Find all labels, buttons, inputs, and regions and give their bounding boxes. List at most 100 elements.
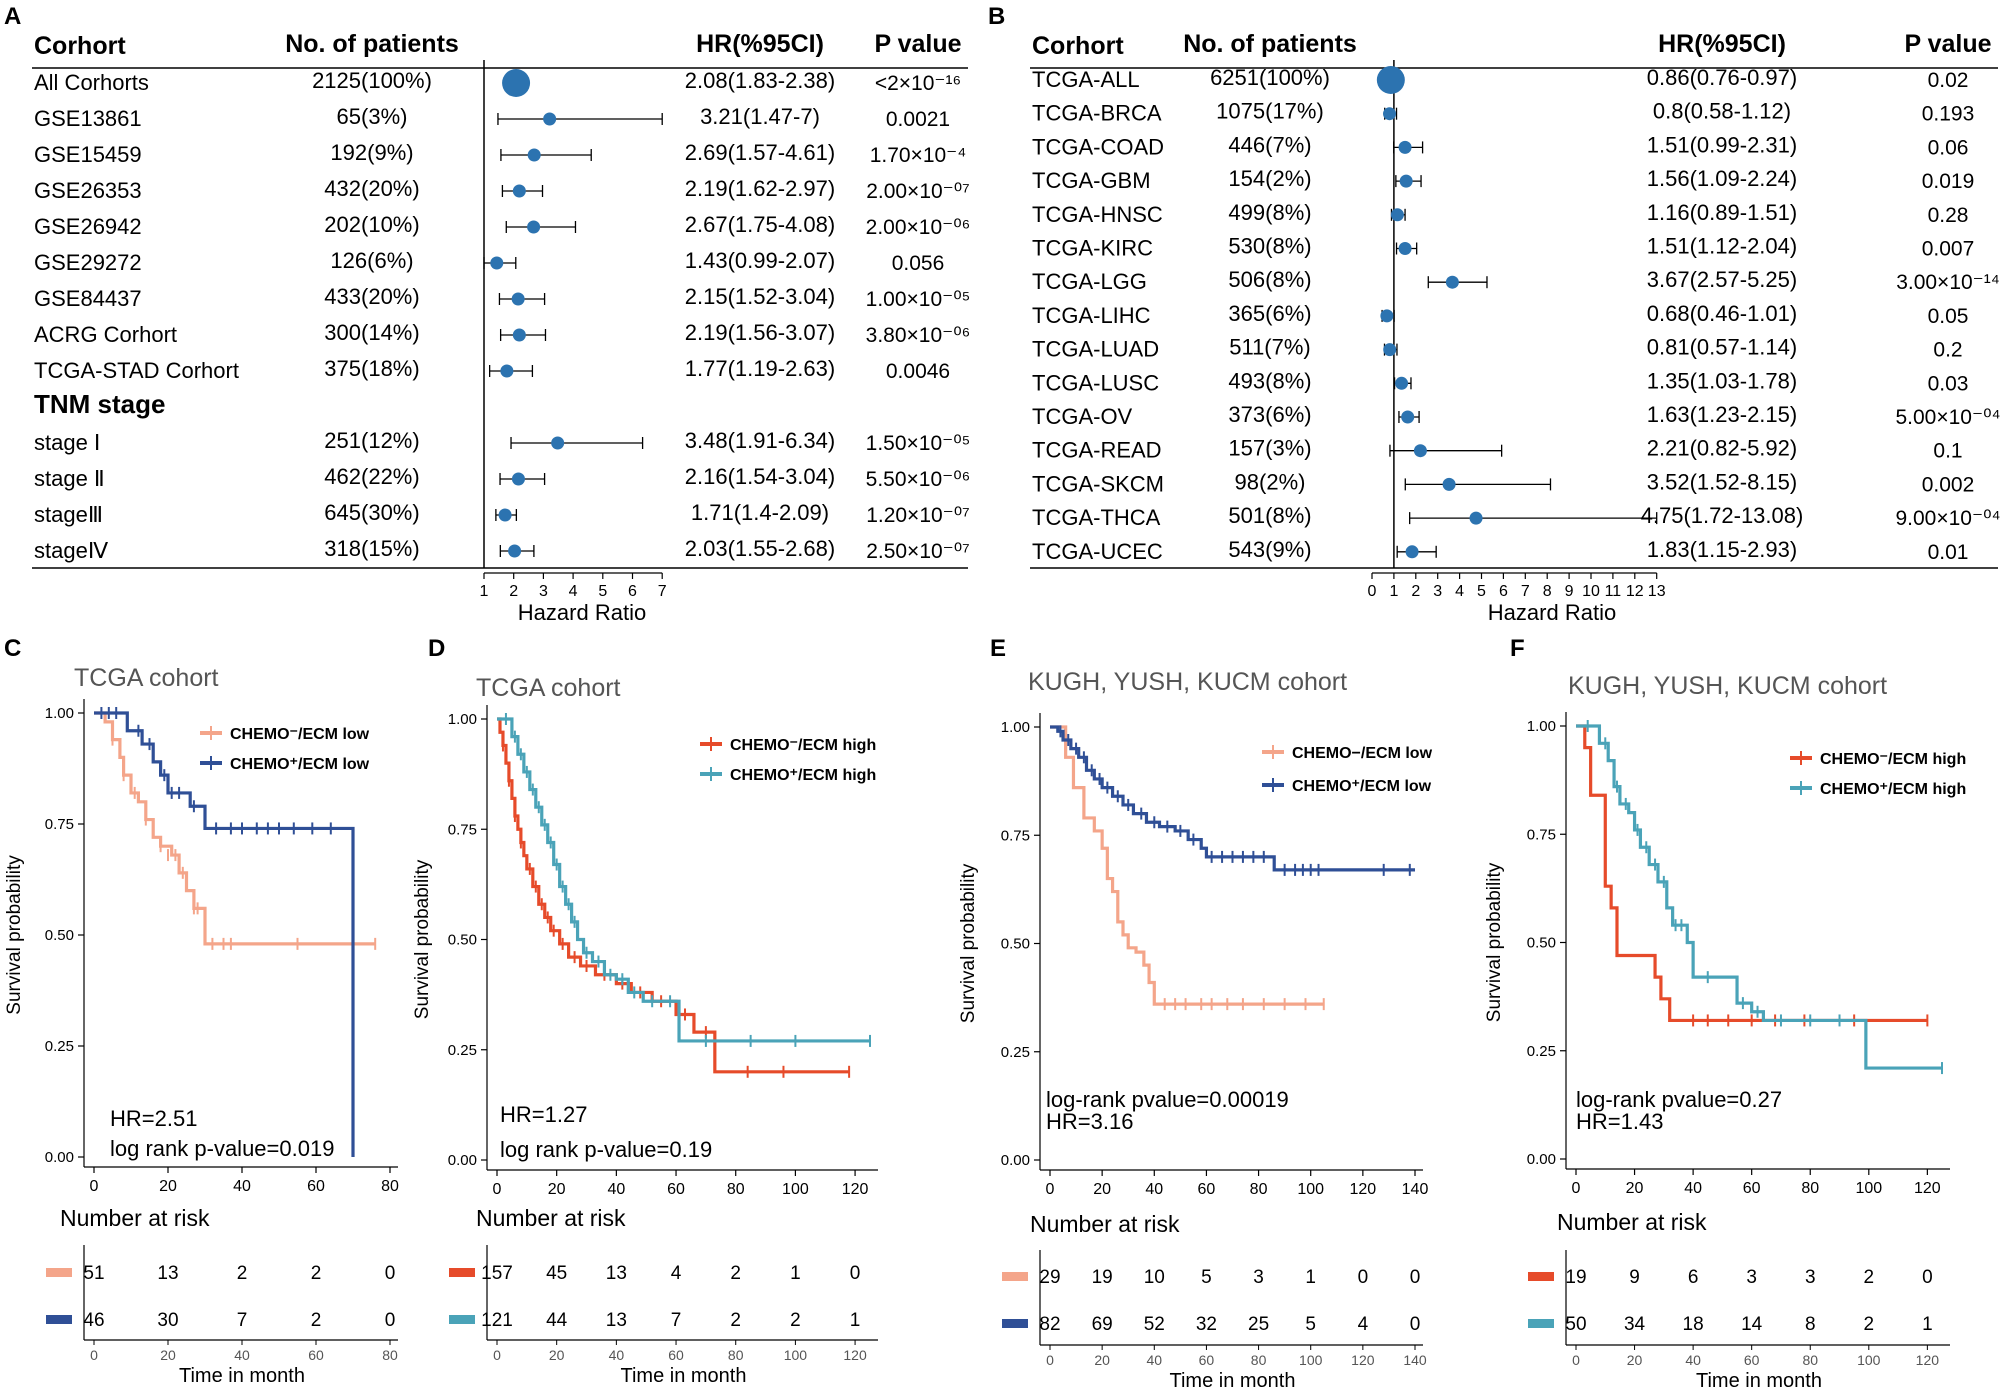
row-patients: 251(12%) [324, 428, 419, 453]
row-patients: 493(8%) [1228, 368, 1311, 393]
row-cohort: TCGA-THCA [1032, 505, 1161, 530]
row-cohort: TCGA-KIRC [1032, 236, 1153, 261]
hr-point [511, 472, 525, 486]
row-cohort: All Corhorts [34, 70, 149, 95]
forest-row: TCGA-THCA 501(8%) 4.75(1.72-13.08) 9.00×10⁻… [1032, 503, 2001, 530]
forest-row: TCGA-READ 157(3%) 2.21(0.82-5.92) 0.1 [1032, 436, 1963, 463]
row-hr-ci: 1.51(0.99-2.31) [1647, 132, 1797, 157]
risk-count: 18 [1683, 1314, 1704, 1335]
risk-count: 45 [546, 1263, 567, 1284]
x-tick-label: 80 [727, 1181, 745, 1198]
hr-point [1469, 511, 1483, 525]
row-cohort: TCGA-LUSC [1032, 370, 1159, 395]
risk-count: 34 [1624, 1314, 1646, 1335]
x-tick-label: 120 [1350, 1181, 1377, 1198]
x-tick-label: 80 [381, 1178, 399, 1195]
risk-count: 0 [1358, 1267, 1369, 1288]
risk-count: 25 [1248, 1314, 1269, 1335]
hr-point [1376, 66, 1405, 94]
km-stat: HR=3.16 [1046, 1109, 1133, 1134]
row-pvalue: 2.00×10⁻⁰⁷ [866, 180, 970, 203]
y-tick-label: 1.00 [1527, 718, 1556, 735]
row-pvalue: 5.50×10⁻⁰⁶ [866, 468, 971, 491]
x-axis-label: Hazard Ratio [1488, 600, 1616, 625]
risk-x-tick-label: 0 [1046, 1352, 1054, 1368]
risk-x-tick-label: 20 [1094, 1352, 1110, 1368]
y-axis-label: Survival probability [4, 855, 25, 1015]
row-cohort: TCGA-UCEC [1032, 539, 1163, 564]
header-pvalue: P value [1904, 30, 1991, 58]
forest-row: TCGA-LIHC 365(6%) 0.68(0.46-1.01) 0.05 [1032, 301, 1968, 328]
km-stat: log-rank pvalue=0.27 [1576, 1087, 1782, 1112]
forest-row: TCGA-LGG 506(8%) 3.67(2.57-5.25) 3.00×10⁻¹⁴ [1032, 267, 2000, 294]
row-hr-ci: 3.21(1.47-7) [700, 104, 820, 129]
row-patients: 365(6%) [1228, 301, 1311, 326]
row-hr-ci: 2.08(1.83-2.38) [685, 68, 835, 93]
row-hr-ci: 3.52(1.52-8.15) [1647, 469, 1797, 494]
x-tick-label: 2 [1411, 583, 1420, 600]
row-patients: 1075(17%) [1216, 99, 1324, 124]
risk-x-tick-label: 80 [382, 1347, 398, 1363]
risk-count: 5 [1201, 1267, 1212, 1288]
risk-title: Number at risk [1557, 1209, 1707, 1235]
x-tick-label: 0 [493, 1181, 502, 1198]
header-patients: No. of patients [285, 30, 459, 58]
hr-point [1398, 242, 1412, 255]
x-tick-label: 60 [667, 1181, 685, 1198]
row-pvalue: <2×10⁻¹⁶ [875, 72, 961, 95]
x-tick-label: 80 [1801, 1180, 1819, 1197]
km-curve [94, 711, 376, 946]
panel-letter-E: E [990, 635, 1006, 662]
risk-row-swatch [1002, 1319, 1028, 1328]
risk-count: 0 [385, 1310, 396, 1331]
row-pvalue: 0.002 [1922, 473, 1975, 496]
x-tick-label: 11 [1605, 583, 1622, 600]
risk-x-tick-label: 80 [1802, 1352, 1818, 1368]
row-patients: 154(2%) [1228, 166, 1311, 191]
risk-count: 2 [730, 1310, 741, 1331]
forest-panel-A: A Corhort No. of patients HR(%95CI) P value A… [4, 3, 970, 625]
forest-row: TCGA-UCEC 543(9%) 1.83(1.15-2.93) 0.01 [1032, 537, 1968, 564]
row-hr-ci: 0.68(0.46-1.01) [1647, 301, 1797, 326]
hr-point [1442, 477, 1456, 491]
km-curve [497, 717, 870, 1043]
row-hr-ci: 1.71(1.4-2.09) [691, 500, 829, 525]
forest-row: TCGA-BRCA 1075(17%) 0.8(0.58-1.12) 0.193 [1032, 99, 1974, 126]
row-patients: 462(22%) [324, 464, 419, 489]
row-patients: 375(18%) [324, 356, 419, 381]
risk-x-tick-label: 40 [609, 1347, 625, 1363]
x-axis-label: Time in month [1170, 1370, 1296, 1392]
forest-row: TCGA-ALL 6251(100%) 0.86(0.76-0.97) 0.02 [1032, 65, 1968, 94]
row-cohort: stage Ⅰ [34, 430, 100, 455]
row-cohort: GSE84437 [34, 286, 142, 311]
risk-row-swatch [449, 1315, 475, 1324]
x-tick-label: 120 [842, 1181, 869, 1198]
y-tick-label: 0.25 [1001, 1044, 1030, 1061]
x-tick-label: 20 [1093, 1181, 1111, 1198]
km-stat: HR=1.27 [500, 1102, 587, 1127]
x-tick-label: 60 [307, 1178, 325, 1195]
risk-count: 121 [481, 1310, 513, 1331]
risk-count: 5 [1305, 1314, 1316, 1335]
forest-row: TCGA-HNSC 499(8%) 1.16(0.89-1.51) 0.28 [1032, 200, 1968, 227]
risk-x-tick-label: 60 [1744, 1352, 1760, 1368]
x-axis-label: Time in month [179, 1365, 305, 1387]
forest-row: GSE84437 433(20%) 2.15(1.52-3.04) 1.00×10⁻⁰… [34, 284, 970, 311]
x-tick-label: 5 [598, 583, 607, 600]
risk-row-swatch [1528, 1319, 1554, 1328]
x-axis-label: Time in month [1696, 1370, 1822, 1392]
row-pvalue: 0.056 [892, 252, 945, 275]
row-hr-ci: 0.8(0.58-1.12) [1653, 99, 1791, 124]
forest-row: TCGA-COAD 446(7%) 1.51(0.99-2.31) 0.06 [1032, 132, 1968, 159]
row-pvalue: 1.00×10⁻⁰⁵ [866, 288, 971, 311]
risk-count: 10 [1144, 1267, 1165, 1288]
km-stat: log rank p-value=0.019 [110, 1136, 334, 1161]
row-hr-ci: 4.75(1.72-13.08) [1641, 503, 1804, 528]
y-tick-label: 0.50 [1001, 936, 1030, 953]
row-patients: 300(14%) [324, 320, 419, 345]
x-tick-label: 6 [1499, 583, 1508, 600]
hr-point [1383, 343, 1397, 357]
legend-label: CHEMO⁺/ECM low [1292, 778, 1432, 795]
forest-row: TCGA-LUAD 511(7%) 0.81(0.57-1.14) 0.2 [1032, 335, 1963, 362]
